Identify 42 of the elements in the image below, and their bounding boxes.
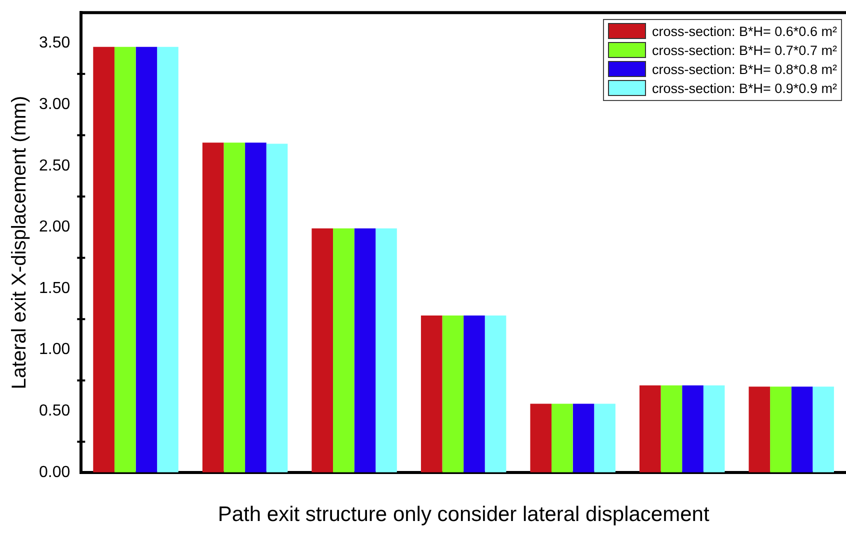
bar: [572, 404, 594, 472]
legend-label: cross-section: B*H= 0.9*0.9 m²: [652, 80, 837, 96]
legend-label: cross-section: B*H= 0.6*0.6 m²: [652, 24, 837, 39]
bar: [93, 46, 114, 472]
bar: [594, 404, 616, 472]
bar: [333, 228, 354, 472]
y-tick-label: 3.00: [39, 96, 70, 113]
bar: [420, 315, 442, 472]
y-tick-label: 2.50: [39, 157, 70, 174]
x-axis-title: Path exit structure only consider lateral displacement: [218, 503, 710, 526]
bar: [442, 315, 464, 472]
bar: [748, 386, 770, 472]
bar: [812, 386, 834, 472]
y-tick-label: 0.50: [39, 402, 70, 420]
bar: [245, 142, 266, 472]
bar: [136, 46, 158, 472]
y-tick-label: 1.00: [39, 341, 70, 358]
bar: [484, 315, 506, 472]
bar: [682, 385, 704, 472]
bar: [770, 386, 792, 472]
y-tick-label: 3.50: [39, 34, 70, 52]
bar: [202, 142, 224, 472]
bar: [312, 228, 333, 472]
legend-label: cross-section: B*H= 0.7*0.7 m²: [652, 42, 837, 58]
bar: [703, 385, 725, 472]
bar: [639, 385, 661, 472]
bar: [376, 228, 397, 472]
bar: [660, 385, 682, 472]
y-tick-label: 0.00: [39, 464, 70, 481]
y-tick-label: 1.50: [39, 280, 70, 297]
bar: [266, 144, 288, 472]
y-axis-title: Lateral exit X-displacement (mm): [8, 96, 31, 390]
y-tick-label: 2.00: [39, 218, 70, 236]
bar: [791, 386, 813, 472]
bar: [464, 315, 485, 472]
bar: [530, 404, 552, 472]
bar: [354, 228, 376, 472]
bar: [114, 46, 136, 472]
bar: [157, 46, 178, 472]
bar: [552, 404, 573, 472]
bar: [224, 142, 246, 472]
legend-label: cross-section: B*H= 0.8*0.8 m²: [652, 62, 837, 77]
